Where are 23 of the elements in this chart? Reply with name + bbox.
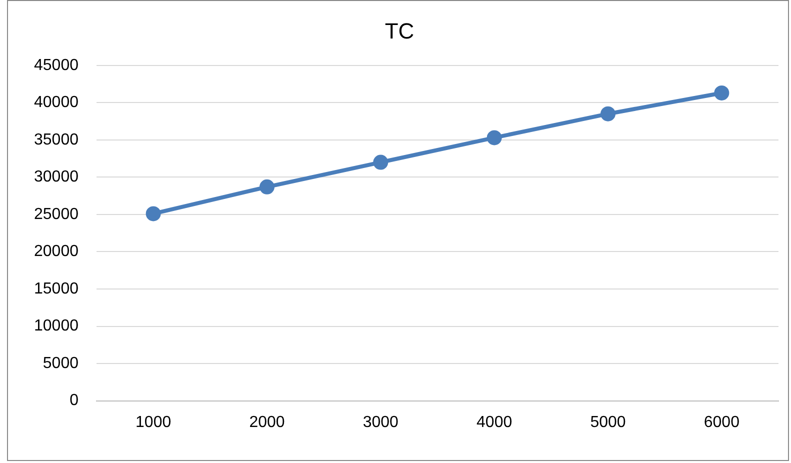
point <box>373 154 388 170</box>
point <box>146 206 161 222</box>
point <box>714 85 730 100</box>
chart-title: TC <box>384 18 414 44</box>
y-tick-label: 5000 <box>42 354 79 372</box>
x-tick-label: 6000 <box>704 414 740 431</box>
x-tick-label: 2000 <box>249 414 285 431</box>
x-tick-label: 4000 <box>476 414 512 431</box>
x-tick-label: 5000 <box>590 414 626 431</box>
y-tick-label: 0 <box>70 392 79 410</box>
point <box>486 130 502 146</box>
point <box>600 106 616 122</box>
y-tick-label: 25000 <box>34 206 79 223</box>
y-tick-label: 35000 <box>34 131 79 148</box>
y-tick-label: 45000 <box>34 56 79 74</box>
y-tick-label: 10000 <box>34 318 79 335</box>
x-tick-label: 1000 <box>136 414 172 431</box>
y-tick-label: 30000 <box>34 168 79 186</box>
x-tick-label: 3000 <box>362 414 399 431</box>
y-tick-label: 15000 <box>34 280 79 298</box>
y-tick-label: 20000 <box>34 243 79 260</box>
y-tick-label: 40000 <box>34 94 79 112</box>
point <box>259 179 274 194</box>
